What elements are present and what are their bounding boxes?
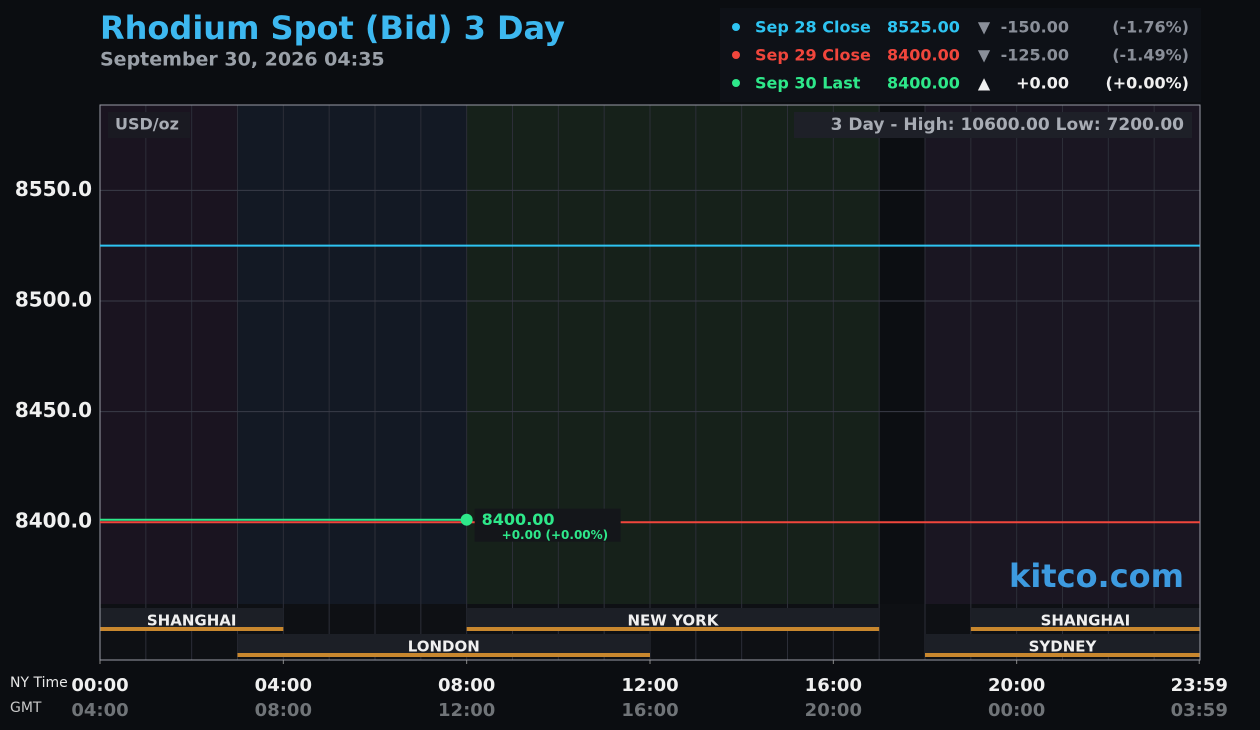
y-tick-label: 8500.0: [15, 287, 92, 311]
x2-tick-label: 04:00: [71, 700, 128, 721]
x-tick-label: 12:00: [621, 675, 678, 696]
legend-swatch: [732, 51, 740, 59]
legend-change: -125.00: [1001, 46, 1069, 65]
y-tick-label: 8450.0: [15, 398, 92, 422]
x-axis-label: NY Time: [10, 675, 68, 691]
x2-tick-label: 12:00: [438, 700, 495, 721]
x-tick-label: 00:00: [71, 675, 128, 696]
legend-arrow: ▲: [978, 74, 991, 93]
legend-box: [720, 8, 1201, 102]
session-box: [970, 608, 1200, 630]
legend-name: Sep 30 Last: [755, 74, 861, 93]
legend-price: 8525.00: [887, 18, 960, 37]
session-label: SYDNEY: [1029, 638, 1098, 656]
y-tick-label: 8400.0: [15, 509, 92, 533]
legend-change-pct: (+0.00%): [1105, 74, 1189, 93]
session-label: SHANGHAI: [1041, 612, 1131, 630]
x-tick-label: 08:00: [438, 675, 495, 696]
session-label: SHANGHAI: [147, 612, 237, 630]
legend-change: -150.00: [1001, 18, 1069, 37]
session-box: [237, 634, 650, 656]
session-bar: [970, 627, 1200, 631]
x-tick-label: 23:59: [1171, 675, 1228, 696]
last-label: 8400.00: [482, 510, 555, 529]
session-box: [925, 634, 1200, 656]
legend-arrow: ▼: [978, 18, 991, 37]
legend-price: 8400.00: [887, 74, 960, 93]
x2-axis-label: GMT: [10, 700, 42, 716]
legend-arrow: ▼: [978, 46, 991, 65]
legend-name: Sep 28 Close: [755, 18, 871, 37]
x-tick-label: 16:00: [805, 675, 862, 696]
chart-subtitle: September 30, 2026 04:35: [100, 49, 385, 71]
legend-change-pct: (-1.49%): [1112, 46, 1189, 65]
x2-tick-label: 03:59: [1171, 700, 1228, 721]
watermark: kitco.com: [1009, 557, 1184, 595]
legend-swatch: [732, 79, 740, 87]
session-bar: [466, 627, 880, 631]
x2-tick-label: 00:00: [988, 700, 1045, 721]
session-shade: [237, 105, 467, 604]
x2-tick-label: 20:00: [805, 700, 862, 721]
session-bar: [237, 653, 650, 657]
x2-tick-label: 16:00: [621, 700, 678, 721]
legend-price: 8400.00: [887, 46, 960, 65]
unit-label: USD/oz: [115, 115, 179, 134]
session-label: LONDON: [408, 638, 480, 656]
last-change-label: +0.00 (+0.00%): [502, 528, 608, 542]
x2-tick-label: 08:00: [255, 700, 312, 721]
legend-swatch: [732, 23, 740, 31]
session-label: NEW YORK: [628, 612, 720, 630]
chart-title: Rhodium Spot (Bid) 3 Day: [100, 9, 565, 47]
session-box: [466, 608, 880, 630]
legend-change-pct: (-1.76%): [1112, 18, 1189, 37]
last-label-box: [474, 508, 621, 542]
x-tick-label: 04:00: [255, 675, 312, 696]
y-tick-label: 8550.0: [15, 177, 92, 201]
session-shade: [879, 105, 925, 604]
legend-name: Sep 29 Close: [755, 46, 871, 65]
session-bar: [100, 627, 284, 631]
session-box: [100, 608, 284, 630]
range-box: [794, 112, 1192, 138]
range-note: 3 Day - High: 10600.00 Low: 7200.00: [831, 115, 1185, 135]
session-bar: [925, 653, 1200, 657]
last-point: [460, 513, 473, 526]
unit-box: [108, 112, 190, 138]
x-tick-label: 20:00: [988, 675, 1045, 696]
legend-change: +0.00: [1016, 74, 1069, 93]
session-shade: [100, 105, 238, 604]
plot-frame: [99, 104, 1201, 661]
